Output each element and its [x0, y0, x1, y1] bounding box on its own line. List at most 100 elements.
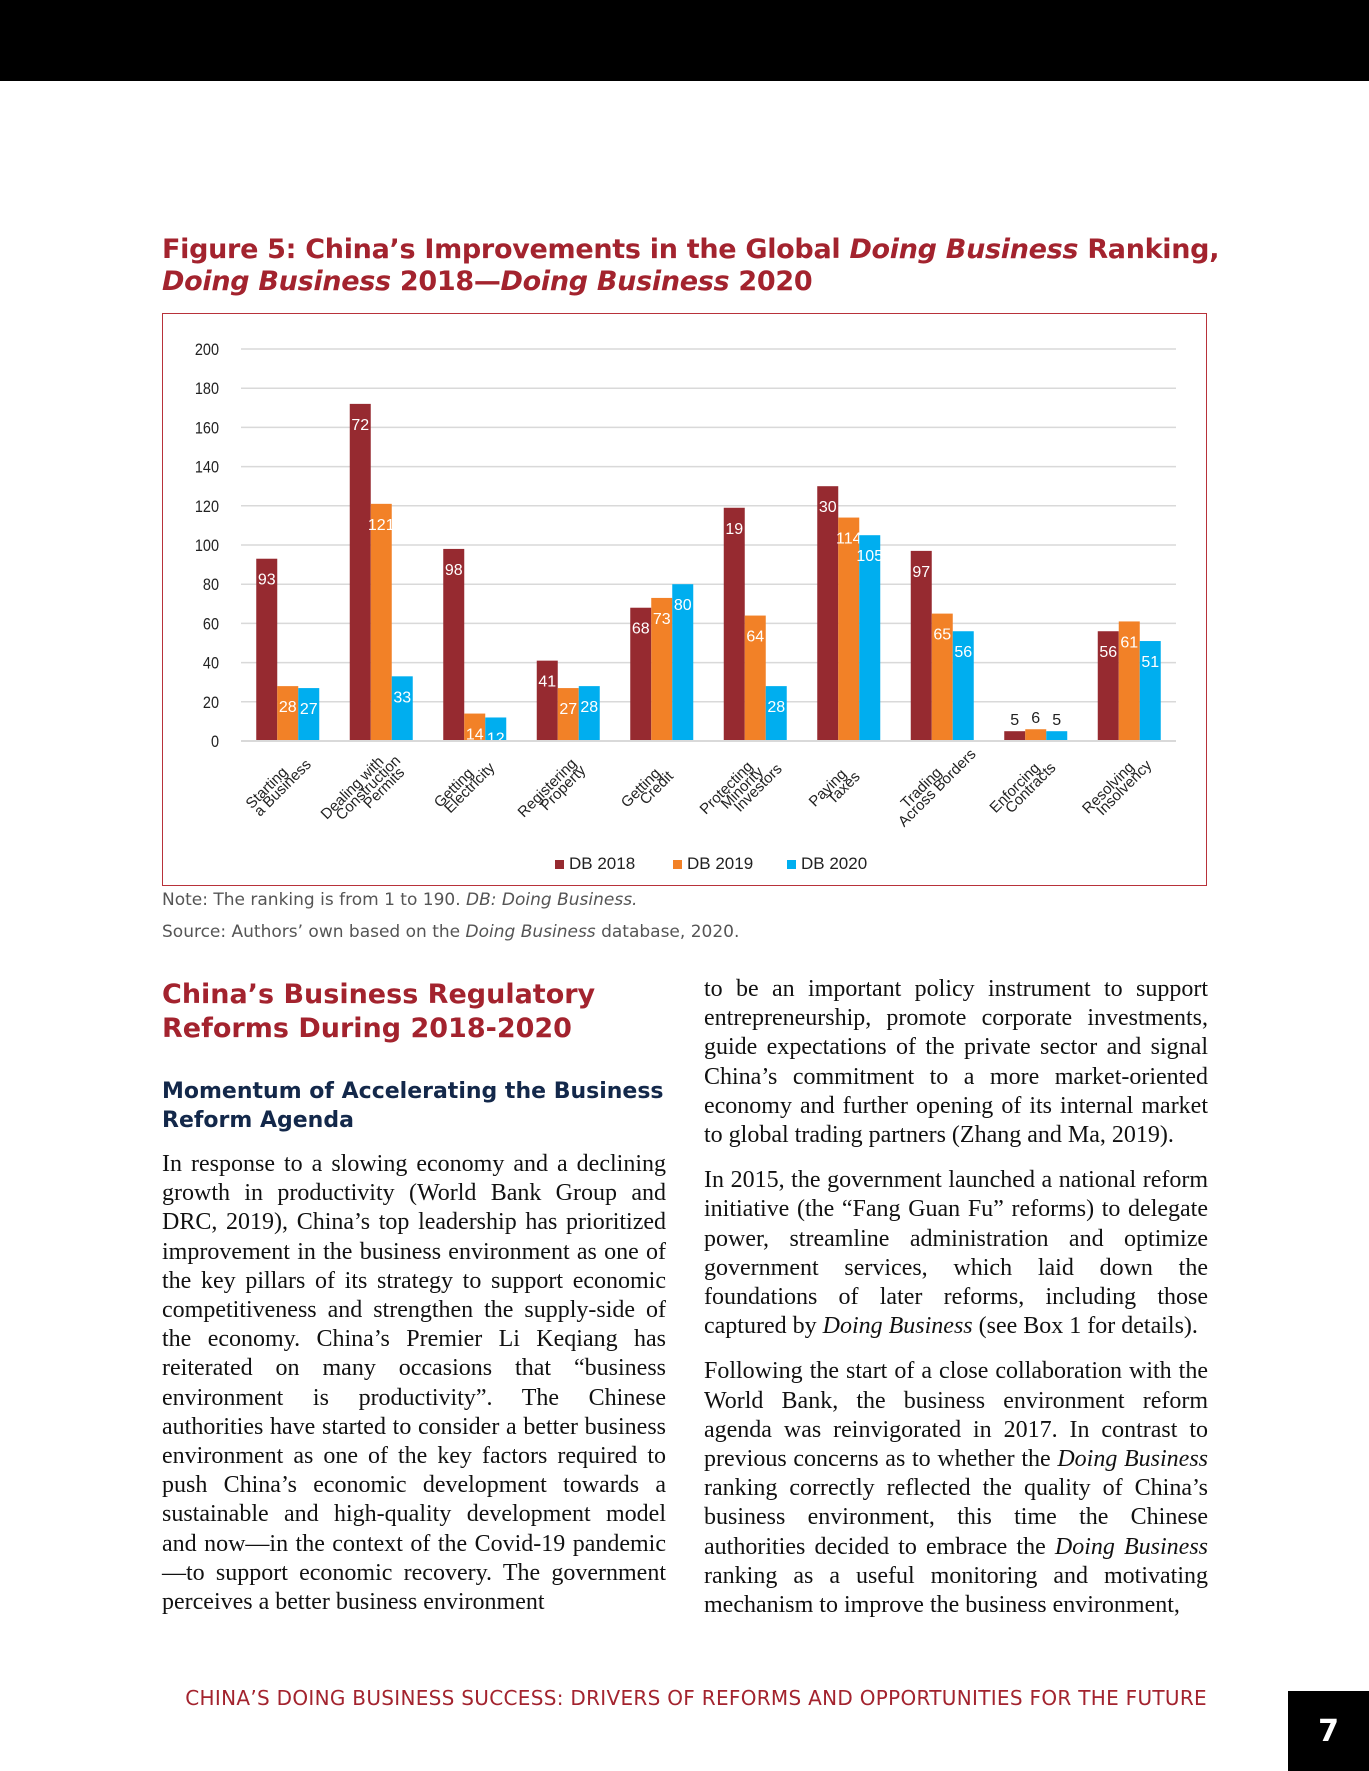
bar-db-2019: [931, 613, 953, 741]
data-label: 27: [300, 701, 318, 718]
page-number: 7: [1288, 1691, 1369, 1771]
bar-db-2019: [1118, 621, 1140, 741]
body-paragraph: In 2015, the government launched a natio…: [704, 1166, 1208, 1341]
text-run: Note: The ranking is from 1 to 190.: [162, 890, 467, 910]
section-subheading: Momentum of Accelerating the Business Re…: [162, 1079, 664, 1133]
data-label: 33: [393, 689, 411, 706]
y-tick-label: 40: [203, 655, 219, 673]
running-footer: CHINA’S DOING BUSINESS SUCCESS: DRIVERS …: [185, 1686, 1207, 1710]
data-label: 105: [856, 548, 883, 565]
data-label: 64: [746, 629, 764, 646]
x-category-label: RegisteringProperty: [515, 754, 590, 829]
y-tick-label: 140: [195, 459, 219, 477]
data-label: 30: [819, 499, 837, 516]
bar-db-2019: [744, 615, 766, 741]
italic-text: Doing Business: [849, 234, 1079, 265]
italic-text: Doing Business: [162, 266, 391, 297]
data-label: 93: [258, 572, 276, 589]
italic-text: DB: Doing Business.: [466, 890, 638, 910]
text-run: to be an important policy instrument to …: [704, 976, 1208, 1149]
text-run: In 2015, the government launched a natio…: [704, 1167, 1208, 1340]
data-label: 5: [1052, 712, 1061, 729]
legend-swatch: [787, 860, 796, 869]
data-label: 68: [632, 621, 650, 638]
text-run: (see Box 1 for details).: [972, 1313, 1198, 1340]
data-label: 28: [279, 699, 297, 716]
data-label: 97: [912, 564, 930, 581]
bar-db-2018: [1004, 731, 1026, 741]
y-tick-label: 120: [195, 498, 219, 516]
body-paragraph: to be an important policy instrument to …: [704, 975, 1208, 1150]
y-tick-label: 60: [203, 615, 219, 633]
x-category-label: GettingElectricity: [431, 751, 499, 819]
bar-db-2020: [1046, 731, 1068, 741]
data-label: 73: [653, 611, 671, 628]
text-run: 2020: [729, 266, 813, 297]
top-black-bar: [0, 0, 1369, 81]
data-label: 72: [351, 417, 369, 434]
data-label: 65: [933, 627, 951, 644]
data-label: 61: [1120, 634, 1138, 651]
bar-db-2020: [672, 584, 694, 741]
bar-db-2019: [651, 597, 673, 741]
bar-db-2020: [952, 631, 974, 741]
bar-db-2020: [765, 686, 787, 741]
bar-db-2018: [443, 548, 465, 741]
bar-db-2018: [630, 607, 652, 741]
text-run: Ranking,: [1078, 234, 1220, 265]
bar-db-2018: [817, 486, 839, 741]
bar-db-2020: [859, 535, 881, 741]
data-label: 14: [466, 727, 484, 744]
data-label: 80: [674, 597, 692, 614]
bar-db-2020: [578, 686, 600, 741]
x-category-label: ProtectingMinorityInvestors: [697, 745, 786, 834]
data-label: 51: [1141, 654, 1159, 671]
y-tick-label: 100: [195, 537, 219, 555]
data-label: 41: [538, 674, 556, 691]
y-tick-label: 160: [195, 419, 219, 437]
right-column-text: to be an important policy instrument to …: [704, 975, 1208, 1636]
data-label: 56: [1099, 644, 1117, 661]
data-label: 56: [954, 644, 972, 661]
text-run: In response to a slowing economy and a d…: [162, 1151, 666, 1616]
data-label: 28: [580, 699, 598, 716]
y-tick-label: 180: [195, 380, 219, 398]
data-label: 28: [767, 699, 785, 716]
data-label: 5: [1010, 712, 1019, 729]
figure-title: Figure 5: China’s Improvements in the Gl…: [162, 234, 1222, 298]
x-category-label: GettingCredit: [618, 759, 678, 819]
data-label: 98: [445, 562, 463, 579]
data-label: 19: [725, 521, 743, 538]
body-paragraph: In response to a slowing economy and a d…: [162, 1150, 666, 1617]
text-run: Figure 5: China’s Improvements in the Gl…: [162, 234, 850, 265]
figure-note: Note: The ranking is from 1 to 190. DB: …: [162, 890, 637, 910]
text-run: database, 2020.: [595, 922, 740, 942]
bar-db-2019: [464, 713, 486, 741]
legend-label: DB 2020: [801, 854, 867, 873]
data-label: 12: [487, 730, 505, 747]
x-category-label: ResolvingInsolvency: [1079, 749, 1156, 826]
bar-db-2020: [391, 676, 413, 741]
figure-source: Source: Authors’ own based on the Doing …: [162, 922, 739, 942]
bar-db-2019: [557, 688, 579, 741]
text-run: ranking as a useful monitoring and motiv…: [704, 1562, 1208, 1619]
bar-db-2018: [723, 507, 745, 741]
legend-label: DB 2018: [569, 854, 635, 873]
y-tick-label: 20: [203, 694, 219, 712]
body-paragraph: Following the start of a close collabora…: [704, 1357, 1208, 1620]
bar-db-2020: [298, 688, 320, 741]
y-tick-label: 0: [211, 733, 219, 751]
x-category-label: Dealing withConstructionPermits: [318, 744, 412, 838]
data-label: 6: [1031, 710, 1040, 727]
legend-label: DB 2019: [687, 854, 753, 873]
chart-frame: 0 20 40 60 80 100 120 140 160 180 200 93 28 27 Startin…: [162, 313, 1207, 886]
x-category-label: Startinga Business: [243, 748, 315, 820]
bar-db-2018: [910, 550, 932, 741]
italic-text: Doing Business: [465, 922, 596, 942]
y-tick-label: 200: [195, 341, 219, 359]
x-category-label: PayingTaxes: [806, 760, 864, 818]
x-category-label: EnforcingContracts: [986, 751, 1059, 824]
bar-db-2020: [485, 717, 507, 741]
data-label: 27: [559, 701, 577, 718]
